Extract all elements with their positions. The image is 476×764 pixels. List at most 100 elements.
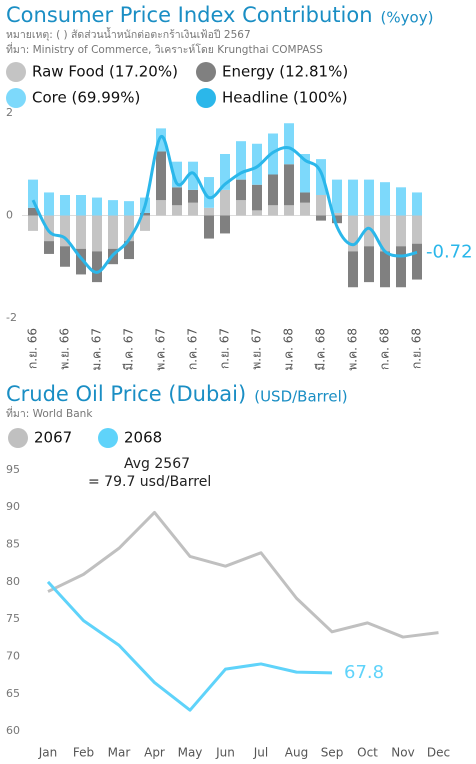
series-line [47, 510, 439, 639]
series-line [46, 580, 333, 712]
headline-line [31, 135, 418, 274]
bar-segment [188, 189, 198, 203]
bar-segment [412, 215, 422, 244]
x-tick-label: Jul [253, 746, 268, 760]
bar-segment [380, 215, 390, 252]
legend-marker [196, 88, 216, 108]
bar-segment [76, 248, 86, 275]
x-tick-label: Nov [391, 746, 414, 760]
bar-segment [268, 205, 278, 216]
bar-segment [364, 246, 374, 283]
x-tick-label: ก.ย. 66 [26, 328, 40, 369]
bar-segment [140, 215, 150, 231]
bar-segment [172, 161, 182, 188]
legend-label: Core (69.99%) [32, 89, 140, 107]
bar-segment [396, 215, 406, 247]
x-tick-label: ก.ย. 67 [218, 328, 232, 369]
bar-segment [252, 210, 262, 216]
y-tick-label: 2 [6, 106, 13, 119]
bar-segment [284, 205, 294, 216]
legend-marker [196, 62, 216, 82]
bar-segment [204, 215, 214, 239]
y-tick-label: 90 [6, 500, 20, 513]
bar-segment [252, 143, 262, 185]
x-tick-label: Jun [215, 746, 235, 760]
bar-segment [76, 215, 86, 249]
bar-segment [316, 215, 326, 221]
bar-segment [300, 192, 310, 203]
bar-segment [348, 251, 358, 288]
bar-segment [44, 241, 54, 254]
bar-segment [380, 251, 390, 288]
bar-segment [220, 215, 230, 234]
y-tick-label: 85 [6, 538, 20, 551]
bar-segment [332, 215, 342, 224]
bar-segment [236, 141, 246, 180]
y-tick-label: 75 [6, 612, 20, 625]
annotation: = 79.7 usd/Barrel [88, 474, 211, 490]
x-tick-label: Sep [321, 746, 344, 760]
x-tick-label: Mar [108, 746, 131, 760]
bar-segment [156, 151, 166, 201]
chart-subtitle: (USD/Barrel) [254, 388, 347, 406]
y-tick-label: 60 [6, 724, 20, 737]
bar-segment [220, 189, 230, 216]
annotation: Avg 2567 [124, 456, 190, 472]
bar-segment [396, 246, 406, 288]
bar-segment [92, 215, 102, 252]
y-tick-label: 0 [6, 209, 13, 222]
bar-segment [252, 184, 262, 211]
bar-segment [284, 164, 294, 206]
legend-label: 2067 [34, 429, 72, 447]
bar-segment [364, 179, 374, 216]
bar-segment [188, 161, 198, 190]
bar-segment [236, 200, 246, 216]
source: ที่มา: World Bank [6, 406, 93, 420]
bar-segment [124, 241, 134, 260]
y-tick-label: 95 [6, 463, 20, 476]
bar-segment [364, 215, 374, 247]
bar-segment [60, 246, 70, 267]
bar-segment [28, 207, 38, 216]
x-tick-label: Oct [357, 746, 378, 760]
bar-segment [300, 154, 310, 193]
x-tick-label: พ.ย. 67 [250, 328, 264, 370]
bar-segment [284, 123, 294, 165]
bar-segment [124, 201, 134, 216]
x-tick-label: พ.ย. 66 [58, 328, 72, 370]
legend-label: Energy (12.81%) [222, 63, 348, 81]
bar-segment [92, 251, 102, 283]
x-tick-label: Feb [73, 746, 94, 760]
bar-segment [204, 207, 214, 216]
legend-label: Headline (100%) [222, 89, 348, 107]
x-tick-label: Apr [144, 746, 165, 760]
x-tick-label: พ.ค. 67 [154, 328, 168, 371]
x-tick-label: มี.ค. 67 [122, 328, 136, 371]
x-tick-label: ก.ค. 68 [378, 328, 392, 370]
bar-segment [236, 179, 246, 201]
bar-segment [380, 182, 390, 216]
bar-segment [300, 202, 310, 216]
bar-segment [44, 192, 54, 216]
bar-segment [108, 215, 118, 249]
bar-segment [60, 195, 70, 216]
y-tick-label: 70 [6, 649, 20, 662]
legend-marker [98, 428, 118, 448]
bar-segment [76, 195, 86, 216]
end-label: -0.72 [426, 241, 473, 262]
legend-marker [8, 428, 28, 448]
bar-segment [348, 215, 358, 252]
x-tick-label: พ.ค. 68 [346, 328, 360, 371]
bar-segment [44, 215, 54, 242]
bar-segment [332, 179, 342, 213]
y-tick-label: 80 [6, 575, 20, 588]
bar-segment [188, 202, 198, 216]
legend-marker [6, 88, 26, 108]
bar-segment [124, 215, 134, 242]
x-tick-label: Dec [427, 746, 450, 760]
x-tick-label: Aug [285, 746, 308, 760]
note: หมายเหตุ: ( ) สัดส่วนน้ำหนักต่อตะกร้าเงิ… [6, 27, 251, 41]
bar-segment [316, 159, 326, 195]
bar-segment [156, 200, 166, 216]
